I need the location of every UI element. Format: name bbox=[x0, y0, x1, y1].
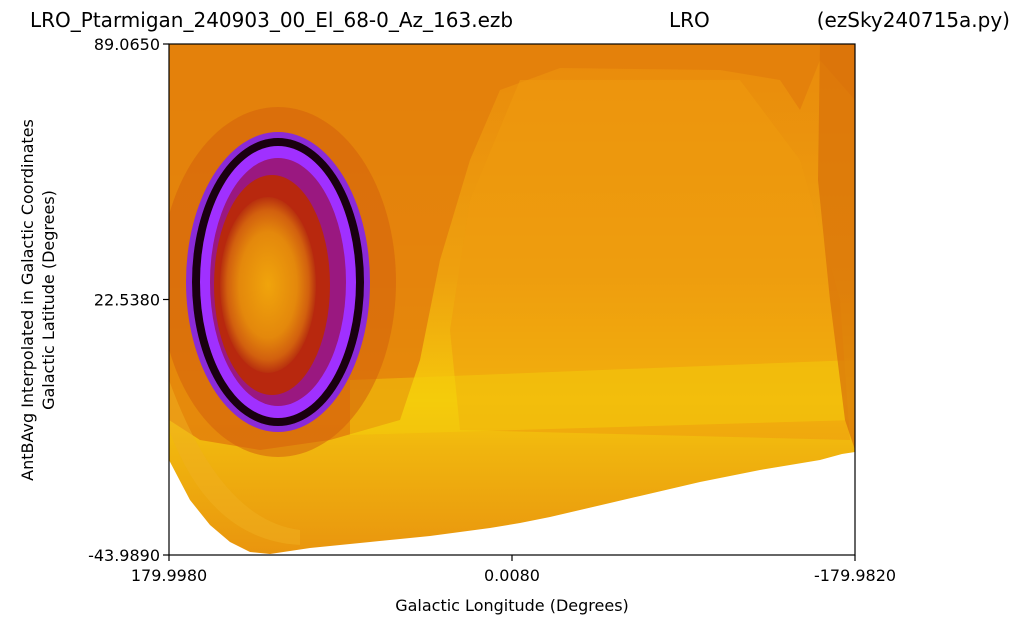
x-axis: 179.9980 0.0080 -179.9820 bbox=[131, 555, 896, 585]
chart-title-left: LRO_Ptarmigan_240903_00_El_68-0_Az_163.e… bbox=[30, 8, 514, 32]
x-axis-label: Galactic Longitude (Degrees) bbox=[395, 596, 629, 615]
heatmap-lower-arc bbox=[169, 380, 300, 545]
y-axis-label-line2: Galactic Latitude (Degrees) bbox=[39, 190, 58, 410]
heatmap bbox=[169, 44, 855, 554]
chart-title-right: (ezSky240715a.py) bbox=[816, 8, 1010, 32]
y-tick-label: 22.5380 bbox=[94, 291, 160, 310]
heatmap-right-edge bbox=[818, 44, 855, 450]
x-tick-label: 179.9980 bbox=[131, 566, 207, 585]
heatmap-sweep-band bbox=[450, 80, 850, 440]
y-axis-label-line1: AntBAvg Interpolated in Galactic Coordin… bbox=[18, 119, 37, 481]
heatmap-bright-stripe bbox=[350, 360, 855, 435]
chart-title-center: LRO bbox=[669, 8, 710, 32]
y-axis: 89.0650 22.5380 -43.9890 bbox=[88, 35, 169, 565]
y-tick-label: -43.9890 bbox=[88, 546, 160, 565]
y-tick-label: 89.0650 bbox=[94, 35, 160, 54]
x-tick-label: -179.9820 bbox=[814, 566, 896, 585]
x-tick-label: 0.0080 bbox=[484, 566, 540, 585]
ring-inner bbox=[220, 197, 316, 373]
